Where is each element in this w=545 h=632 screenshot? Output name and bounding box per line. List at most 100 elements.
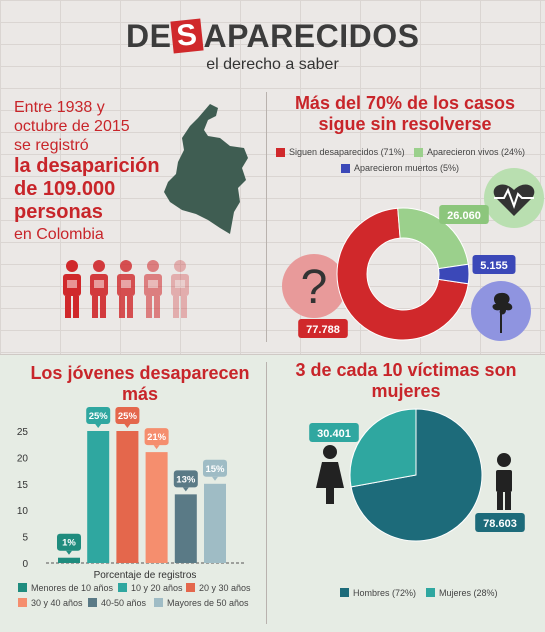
bar-y-tick: 25 (17, 427, 29, 438)
bar-legend-item-6: Mayores de 50 años (154, 598, 249, 608)
bar-2 (87, 431, 110, 563)
man-icon (496, 453, 512, 510)
bar-x-label: Porcentaje de registros (94, 570, 197, 581)
intro-big-2: de 109.000 (14, 178, 116, 200)
svg-text:30 y 40 años: 30 y 40 años (31, 598, 83, 608)
bar-5 (174, 494, 197, 563)
bar-data-label-5: 13% (173, 470, 198, 492)
svg-text:20 y 30 años: 20 y 30 años (199, 583, 251, 593)
bar-data-label-3: 25% (115, 407, 140, 428)
bar-3 (116, 431, 139, 563)
bar-title: Los jóvenes desaparecen más (30, 363, 250, 405)
pie-title: 3 de cada 10 víctimas son mujeres (272, 360, 540, 402)
intro-text: Entre 1938 y octubre de 2015 se registró… (14, 98, 184, 246)
bar-data-label-1: 1% (57, 533, 81, 555)
bar-legend-item-5: 40-50 años (88, 598, 147, 608)
donut-data-label-2: 26.060 (439, 205, 489, 224)
question-circle (282, 254, 346, 318)
svg-text:25%: 25% (118, 411, 138, 422)
donut-data-label-3: 5.155 (472, 255, 516, 274)
svg-text:Menores de 10 años: Menores de 10 años (31, 583, 114, 593)
pie-title-text: 3 de cada 10 víctimas son mujeres (295, 360, 517, 401)
bar-chart: 0 5 10 15 20 25 Porcentaje de registros Menores… (17, 407, 251, 608)
intro-line-2: octubre de 2015 (14, 118, 130, 135)
bar-legend-item-2: 10 y 20 años (118, 583, 183, 593)
divider-vertical-top (266, 92, 267, 342)
intro-line-4: en Colombia (14, 226, 104, 243)
donut-legend-item-1: Siguen desaparecidos (71%) (276, 147, 405, 157)
legend-label-1: Siguen desaparecidos (71%) (289, 147, 405, 157)
svg-text:40-50 años: 40-50 años (101, 598, 147, 608)
donut-data-label-1: 77.788 (298, 319, 348, 338)
heartbeat-line (494, 187, 534, 209)
donut-chart: ? 77.788 26.060 5.155 (282, 168, 544, 341)
bar-y-tick: 10 (17, 506, 29, 517)
pie-data-label-2: 30.401 (309, 423, 359, 442)
bar-legend-item-3: 20 y 30 años (186, 583, 251, 593)
bar-6 (204, 483, 226, 563)
logo-s-badge: S (170, 18, 205, 54)
logo-part-1: DE (126, 17, 172, 54)
logo-part-2: APARECIDOS (203, 17, 420, 54)
svg-text:78.603: 78.603 (483, 518, 517, 530)
legend-swatch-blue (341, 163, 350, 173)
donut-title-text: Más del 70% de los casos sigue sin resol… (294, 93, 516, 134)
svg-text:26.060: 26.060 (447, 210, 481, 222)
divider-horizontal (0, 354, 545, 355)
pie-data-label-1: 78.603 (475, 513, 525, 532)
bar-y-tick: 0 (22, 559, 28, 570)
pie-legend-item-1: Hombres (72%) (340, 588, 416, 598)
svg-text:5.155: 5.155 (480, 260, 508, 272)
svg-text:13%: 13% (176, 474, 196, 485)
bar-data-label-4: 21% (144, 428, 169, 450)
rose-icon (492, 292, 513, 315)
question-icon: ? (301, 261, 328, 314)
divider-vertical-bottom (266, 362, 267, 624)
bar-4 (145, 452, 168, 563)
svg-text:30.401: 30.401 (317, 428, 351, 440)
bar-data-label-2: 25% (86, 407, 111, 428)
intro-big-3: personas (14, 201, 103, 223)
bar-y-tick: 15 (17, 480, 29, 491)
intro-big-1: la desaparición (14, 155, 160, 177)
svg-text:Hombres (72%): Hombres (72%) (353, 588, 416, 598)
bar-title-text: Los jóvenes desaparecen más (30, 363, 250, 404)
colombia-map-icon (164, 104, 248, 234)
donut-slice-3 (438, 263, 470, 285)
person-icon-4 (144, 260, 162, 318)
legend-label-3: Aparecieron muertos (5%) (354, 163, 460, 173)
bar-y-tick: 5 (22, 533, 28, 544)
svg-text:10 y 20 años: 10 y 20 años (131, 583, 183, 593)
woman-icon (316, 445, 344, 504)
svg-text:Mujeres (28%): Mujeres (28%) (439, 588, 498, 598)
bar-legend-item-1: Menores de 10 años (18, 583, 114, 593)
logo: DE S APARECIDOS (126, 16, 419, 56)
legend-swatch-green (414, 147, 423, 157)
person-icon-2 (90, 260, 108, 318)
donut-legend-item-2: Aparecieron vivos (24%) (414, 147, 525, 157)
intro-line-3: se registró (14, 137, 89, 154)
svg-text:15%: 15% (205, 464, 225, 475)
brick-background (0, 0, 545, 355)
bar-data-label-6: 15% (203, 459, 227, 481)
svg-text:25%: 25% (89, 411, 109, 422)
person-icon-3 (117, 260, 135, 318)
person-icon-1 (63, 260, 81, 318)
people-icons (63, 260, 189, 318)
legend-swatch-red (276, 147, 285, 157)
bar-y-tick: 20 (17, 453, 29, 464)
svg-text:Mayores de 50 años: Mayores de 50 años (167, 598, 249, 608)
donut-slice-1 (336, 207, 469, 341)
heart-icon (493, 184, 535, 216)
legend-label-2: Aparecieron vivos (24%) (427, 147, 526, 157)
donut-legend-item-3: Aparecieron muertos (5%) (341, 163, 459, 173)
bar-1 (58, 557, 80, 563)
svg-text:21%: 21% (147, 432, 167, 443)
svg-text:77.788: 77.788 (306, 324, 340, 336)
donut-title: Más del 70% de los casos sigue sin resol… (270, 93, 540, 135)
bar-legend-item-4: 30 y 40 años (18, 598, 83, 608)
intro-line-1: Entre 1938 y (14, 99, 105, 116)
svg-text:1%: 1% (62, 538, 76, 549)
tagline: el derecho a saber (206, 56, 339, 73)
pie-chart: 78.603 30.401 Hombres (72%) Mujeres (28%) (309, 408, 525, 598)
